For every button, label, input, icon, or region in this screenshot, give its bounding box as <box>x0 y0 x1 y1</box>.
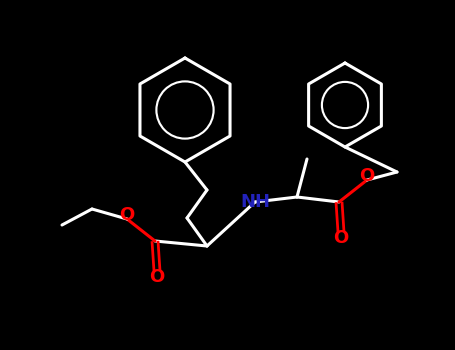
Text: O: O <box>334 229 349 247</box>
Text: O: O <box>359 167 374 185</box>
Text: NH: NH <box>240 193 270 211</box>
Text: O: O <box>149 268 165 286</box>
Text: O: O <box>119 206 135 224</box>
